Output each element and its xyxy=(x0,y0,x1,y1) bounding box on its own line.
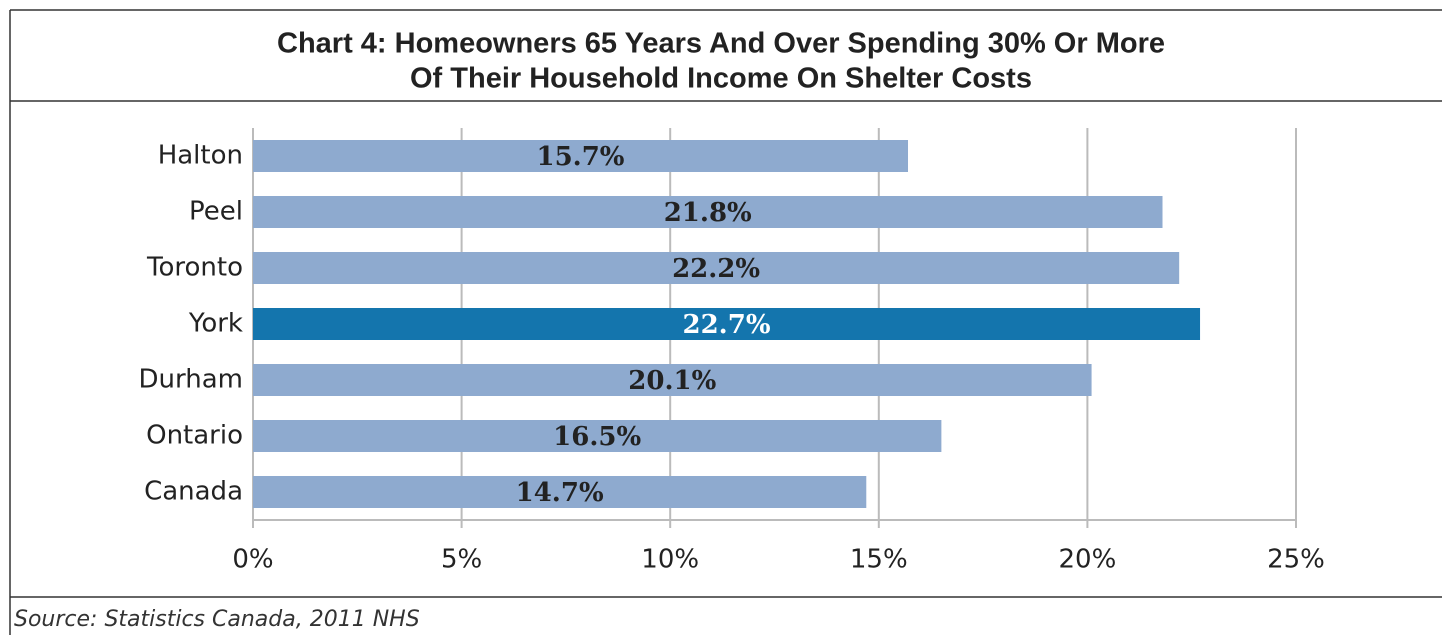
chart-title: Chart 4: Homeowners 65 Years And Over Sp… xyxy=(277,28,1165,60)
bar xyxy=(253,308,1201,340)
value-label: 22.7% xyxy=(683,310,771,340)
y-tick-label: Ontario xyxy=(146,421,243,451)
x-tick-label: 20% xyxy=(1059,545,1117,575)
x-tick-label: 25% xyxy=(1267,545,1325,575)
y-tick-label: Peel xyxy=(189,197,243,227)
bar xyxy=(253,196,1163,228)
x-tick-label: 0% xyxy=(232,545,273,575)
frame xyxy=(9,9,1442,635)
y-tick-label: Durham xyxy=(139,365,243,395)
value-label: 20.1% xyxy=(628,366,716,396)
value-label: 14.7% xyxy=(516,478,604,508)
value-label: 22.2% xyxy=(672,254,760,284)
value-label: 21.8% xyxy=(664,198,752,228)
y-tick-label: York xyxy=(188,309,243,339)
x-tick-label: 5% xyxy=(441,545,482,575)
bar xyxy=(253,420,942,452)
value-label: 16.5% xyxy=(553,422,641,452)
bar xyxy=(253,364,1092,396)
bar xyxy=(253,476,867,508)
y-tick-label: Canada xyxy=(144,477,243,507)
x-tick-label: 15% xyxy=(850,545,908,575)
chart-title: Of Their Household Income On Shelter Cos… xyxy=(410,63,1032,95)
y-tick-label: Halton xyxy=(158,141,243,171)
y-tick-label: Toronto xyxy=(146,253,243,283)
source-note: Source: Statistics Canada, 2011 NHS xyxy=(14,607,420,632)
x-tick-label: 10% xyxy=(641,545,699,575)
bar xyxy=(253,252,1180,284)
bar xyxy=(253,140,909,172)
value-label: 15.7% xyxy=(536,142,624,172)
